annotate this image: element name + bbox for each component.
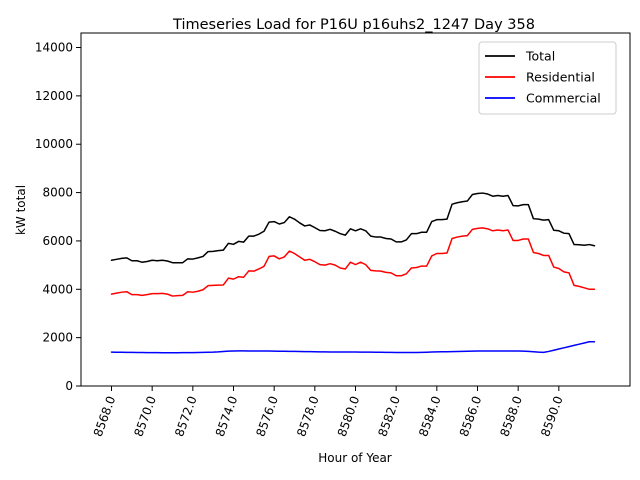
legend: Total Residential Commercial bbox=[478, 41, 617, 115]
series-layer bbox=[110, 192, 596, 354]
y-tick-label: 4000 bbox=[42, 282, 73, 296]
chart-title: Timeseries Load for P16U p16uhs2_1247 Da… bbox=[172, 17, 535, 33]
y-tick-label: 0 bbox=[65, 379, 73, 393]
y-axis-title: kW total bbox=[14, 185, 28, 235]
y-tick-label: 14000 bbox=[35, 41, 73, 55]
y-axis: 0 2000 4000 6000 8000 10000 12000 14000 bbox=[35, 41, 81, 393]
y-tick-label: 12000 bbox=[35, 89, 73, 103]
y-tick-label: 6000 bbox=[42, 234, 73, 248]
plot-area bbox=[80, 32, 631, 387]
y-tick-label: 10000 bbox=[35, 137, 73, 151]
series-line-residential bbox=[110, 227, 596, 297]
legend-label-total: Total bbox=[525, 49, 555, 64]
legend-label-residential: Residential bbox=[526, 70, 595, 85]
series-line-commercial bbox=[110, 341, 596, 354]
y-tick-label: 2000 bbox=[42, 331, 73, 345]
legend-box bbox=[478, 41, 617, 115]
legend-label-commercial: Commercial bbox=[526, 91, 601, 106]
y-tick-label: 8000 bbox=[42, 186, 73, 200]
series-line-total bbox=[110, 192, 596, 264]
x-axis-title: Hour of Year bbox=[318, 451, 392, 465]
